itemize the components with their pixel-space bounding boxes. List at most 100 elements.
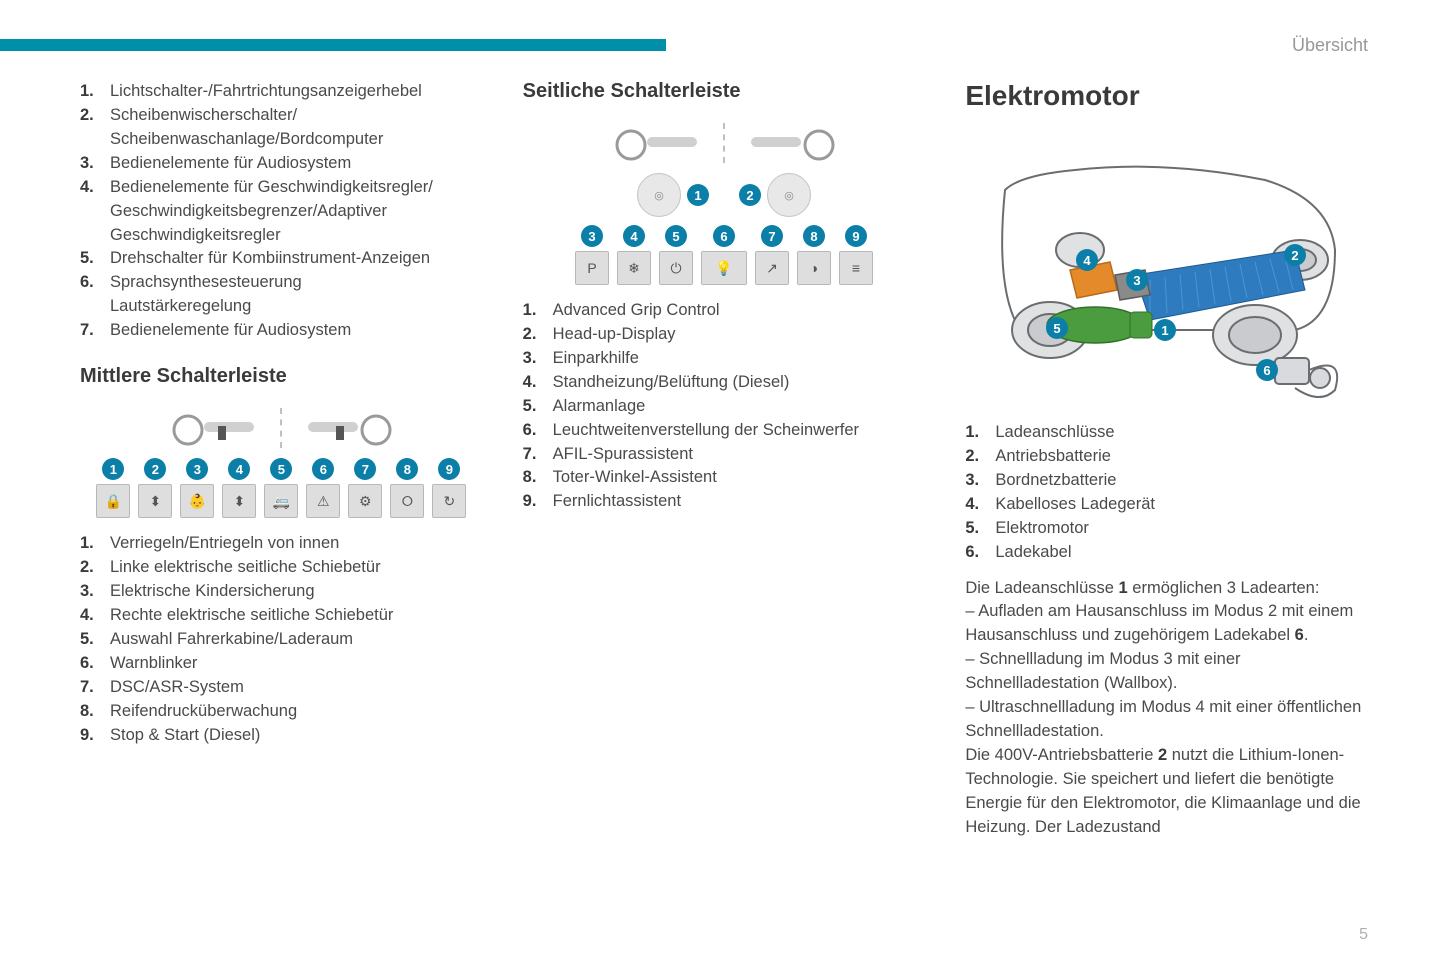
list-text: Rechte elektrische seitliche Schiebetür [110, 606, 393, 624]
tile-icon: ⭘ [390, 484, 424, 518]
badge-icon: 6 [713, 225, 735, 247]
list-text: Elektromotor [995, 519, 1089, 537]
tile-icon: ❄ [617, 251, 651, 285]
badge-icon: 3 [581, 225, 603, 247]
list-text: Toter-Winkel-Assistent [553, 468, 717, 486]
list-text: Reifendrucküberwachung [110, 702, 297, 720]
list-item: 2.Scheibenwischerschalter/Scheibenwascha… [80, 104, 483, 152]
list-item: 1.Advanced Grip Control [523, 299, 926, 323]
list-item: 6.Warnblinker [80, 652, 483, 676]
list-number: 3. [80, 580, 94, 604]
tile-icon: ≡ [839, 251, 873, 285]
list-text: Alarmanlage [553, 397, 646, 415]
list-text: Fernlichtassistent [553, 492, 681, 510]
list-text: Linke elektrische seitliche Schiebetür [110, 558, 381, 576]
page-content: 1. Lichtschalter-/Fahrtrichtungsanzeigerh… [80, 80, 1368, 904]
list-number: 4. [80, 604, 94, 628]
badge-icon: 7 [354, 458, 376, 480]
switch-tile: 9≡ [839, 225, 873, 285]
list-number: 7. [80, 319, 94, 343]
list-text: Lichtschalter-/Fahrtrichtungsanzeigerheb… [110, 82, 422, 100]
steering-right-icon [304, 408, 404, 448]
badge-icon: 8 [803, 225, 825, 247]
list-number: 3. [965, 469, 979, 493]
paragraph-charging: Die Ladeanschlüsse 1 ermöglichen 3 Ladea… [965, 577, 1368, 840]
list-number: 4. [965, 493, 979, 517]
tile-icon: ⬍ [222, 484, 256, 518]
badge-icon: 9 [438, 458, 460, 480]
tile-icon: ⚙ [348, 484, 382, 518]
switch-tile: 6⚠ [306, 458, 340, 518]
list-text: Verriegeln/Entriegeln von innen [110, 534, 339, 552]
svg-text:5: 5 [1054, 321, 1061, 336]
list-item: 3. Bordnetzbatterie [965, 469, 1368, 493]
list-number: 5. [80, 628, 94, 652]
list-number: 1. [80, 532, 94, 556]
list-number: 5. [80, 247, 94, 271]
list-item: 7. Bedienelemente für Audiosystem [80, 319, 483, 343]
list-number: 5. [523, 395, 537, 419]
list-number: 9. [80, 724, 94, 748]
list-number: 1. [965, 421, 979, 445]
heading-side-switches: Seitliche Schalterleiste [523, 80, 926, 103]
tile-icon: ⚠ [306, 484, 340, 518]
tile-icon: 🔒 [96, 484, 130, 518]
list-text: Kabelloses Ladegerät [995, 495, 1155, 513]
list-number: 2. [523, 323, 537, 347]
switch-tile: 2⬍ [138, 458, 172, 518]
switch-tile: 6💡 [701, 225, 747, 285]
badge-icon: 8 [396, 458, 418, 480]
tile-icon: ◑ [797, 251, 831, 285]
switch-tile: 5🚐 [264, 458, 298, 518]
svg-text:4: 4 [1084, 253, 1092, 268]
switch-tile: 7↗ [755, 225, 789, 285]
list-number: 3. [80, 152, 94, 176]
list-ev-components: 1. Ladeanschlüsse 2.Antriebsbatterie3. Bord… [965, 421, 1368, 565]
badge-icon: 6 [312, 458, 334, 480]
list-number: 8. [80, 700, 94, 724]
list-item: 9.Stop & Start (Diesel) [80, 724, 483, 748]
list-number: 3. [523, 347, 537, 371]
list-text: Bedienelemente für Audiosystem [110, 321, 351, 339]
list-number: 4. [80, 176, 94, 200]
list-side-switches: 1.Advanced Grip Control2.Head-up-Display… [523, 299, 926, 514]
list-steering-controls: 1. Lichtschalter-/Fahrtrichtungsanzeigerh… [80, 80, 483, 343]
switch-tile: 4❄ [617, 225, 651, 285]
list-text: Bordnetzbatterie [995, 471, 1116, 489]
list-item: 8. Reifendrucküberwachung [80, 700, 483, 724]
column-right: Elektromotor [965, 80, 1368, 904]
list-item: 7.DSC/ASR-System [80, 676, 483, 700]
list-text: Ladeanschlüsse [995, 423, 1114, 441]
badge-icon: 5 [270, 458, 292, 480]
list-number: 1. [80, 80, 94, 104]
badge-icon: 4 [623, 225, 645, 247]
list-text: Scheibenwischerschalter/Scheibenwaschanl… [110, 106, 383, 148]
list-item: 6.Leuchtweitenverstellung der Scheinwerf… [523, 419, 926, 443]
list-number: 9. [523, 490, 537, 514]
switch-tile: 5⏻ [659, 225, 693, 285]
list-item: 9. Fernlichtassistent [523, 490, 926, 514]
list-text: Einparkhilfe [553, 349, 639, 367]
list-text: Bedienelemente für Geschwindigkeitsregle… [110, 178, 433, 244]
switch-tile: 3P [575, 225, 609, 285]
steering-right-icon [747, 123, 847, 163]
list-middle-switches: 1.Verriegeln/Entriegeln von innen2.Linke… [80, 532, 483, 747]
list-item: 3. Einparkhilfe [523, 347, 926, 371]
svg-text:3: 3 [1134, 273, 1141, 288]
list-text: Drehschalter für Kombiinstrument-Anzeige… [110, 249, 430, 267]
list-number: 6. [80, 271, 94, 295]
page-number: 5 [1359, 926, 1368, 944]
list-text: Leuchtweitenverstellung der Scheinwerfer [553, 421, 859, 439]
badge-icon: 2 [144, 458, 166, 480]
column-center: Seitliche Schalterleiste ◎ 1 2 ◎ 3P4❄5⏻6… [523, 80, 926, 904]
list-number: 7. [523, 443, 537, 467]
heading-middle-switches: Mittlere Schalterleiste [80, 365, 483, 388]
list-text: AFIL-Spurassistent [553, 445, 693, 463]
dial-left-icon: ◎ [637, 173, 681, 217]
badge-icon: 7 [761, 225, 783, 247]
list-item: 1. Lichtschalter-/Fahrtrichtungsanzeigerh… [80, 80, 483, 104]
list-text: Bedienelemente für Audiosystem [110, 154, 351, 172]
list-text: Elektrische Kindersicherung [110, 582, 315, 600]
list-item: 2.Antriebsbatterie [965, 445, 1368, 469]
tile-icon: 🚐 [264, 484, 298, 518]
